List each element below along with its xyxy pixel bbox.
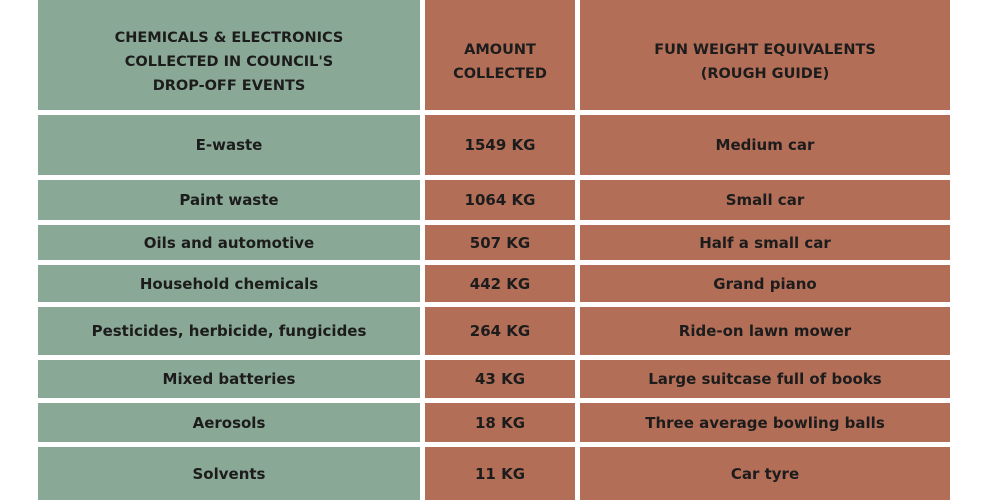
table-cell: Solvents: [38, 447, 420, 500]
table-cell: 442 KG: [425, 265, 575, 302]
table-cell-text: Small car: [725, 191, 805, 209]
table-cell-text: Large suitcase full of books: [648, 370, 882, 388]
table-cell-text: 18 KG: [474, 413, 526, 432]
table-cell: 11 KG: [425, 447, 575, 500]
table-cell: 43 KG: [425, 360, 575, 398]
table-cell-text: Medium car: [715, 136, 815, 154]
table-cell-text: Paint waste: [179, 191, 279, 209]
table-cell: Paint waste: [38, 180, 420, 220]
table-cell-text: Mixed batteries: [162, 370, 296, 388]
table-cell-text: 11 KG: [474, 464, 526, 483]
table-cell: Car tyre: [580, 447, 950, 500]
table-cell: Pesticides, herbicide, fungicides: [38, 307, 420, 355]
table: CHEMICALS & ELECTRONICS COLLECTED IN COU…: [38, 0, 950, 500]
table-cell: E-waste: [38, 115, 420, 175]
header-cell-text: AMOUNT COLLECTED: [453, 42, 547, 82]
table-cell: Small car: [580, 180, 950, 220]
table-cell-text: 1064 KG: [464, 191, 536, 209]
table-cell: 264 KG: [425, 307, 575, 355]
table-cell-text: Aerosols: [192, 413, 266, 432]
header-cell: AMOUNT COLLECTED: [425, 0, 575, 110]
table-cell: Large suitcase full of books: [580, 360, 950, 398]
header-cell-text: CHEMICALS & ELECTRONICS COLLECTED IN COU…: [114, 30, 344, 94]
table-cell: Aerosols: [38, 403, 420, 442]
table-cell: Half a small car: [580, 225, 950, 260]
table-cell-text: 1549 KG: [464, 136, 536, 154]
table-cell: Three average bowling balls: [580, 403, 950, 442]
table-cell-text: Three average bowling balls: [645, 413, 885, 432]
table-cell-text: 442 KG: [469, 274, 531, 293]
header-cell: CHEMICALS & ELECTRONICS COLLECTED IN COU…: [38, 0, 420, 110]
table-cell-text: Household chemicals: [139, 274, 319, 293]
table-cell: 507 KG: [425, 225, 575, 260]
table-cell: Ride-on lawn mower: [580, 307, 950, 355]
table-cell: 18 KG: [425, 403, 575, 442]
table-cell-text: Solvents: [192, 464, 266, 483]
table-cell-text: 264 KG: [469, 322, 531, 340]
table-cell: Oils and automotive: [38, 225, 420, 260]
table-cell-text: Pesticides, herbicide, fungicides: [91, 322, 367, 340]
table-cell: Medium car: [580, 115, 950, 175]
table-cell: Mixed batteries: [38, 360, 420, 398]
table-cell: Household chemicals: [38, 265, 420, 302]
header-cell-text: FUN WEIGHT EQUIVALENTS (ROUGH GUIDE): [654, 42, 876, 82]
table-cell-text: 43 KG: [474, 370, 526, 388]
table-cell-text: Oils and automotive: [143, 233, 315, 252]
table-cell: Grand piano: [580, 265, 950, 302]
table-cell-text: Car tyre: [730, 464, 800, 483]
table-cell-text: 507 KG: [469, 233, 531, 252]
table-cell-text: E-waste: [195, 136, 263, 154]
table-cell-text: Half a small car: [699, 233, 831, 252]
table-cell: 1064 KG: [425, 180, 575, 220]
table-cell-text: Ride-on lawn mower: [678, 322, 852, 340]
header-cell: FUN WEIGHT EQUIVALENTS (ROUGH GUIDE): [580, 0, 950, 110]
table-cell-text: Grand piano: [713, 274, 817, 293]
table-cell: 1549 KG: [425, 115, 575, 175]
